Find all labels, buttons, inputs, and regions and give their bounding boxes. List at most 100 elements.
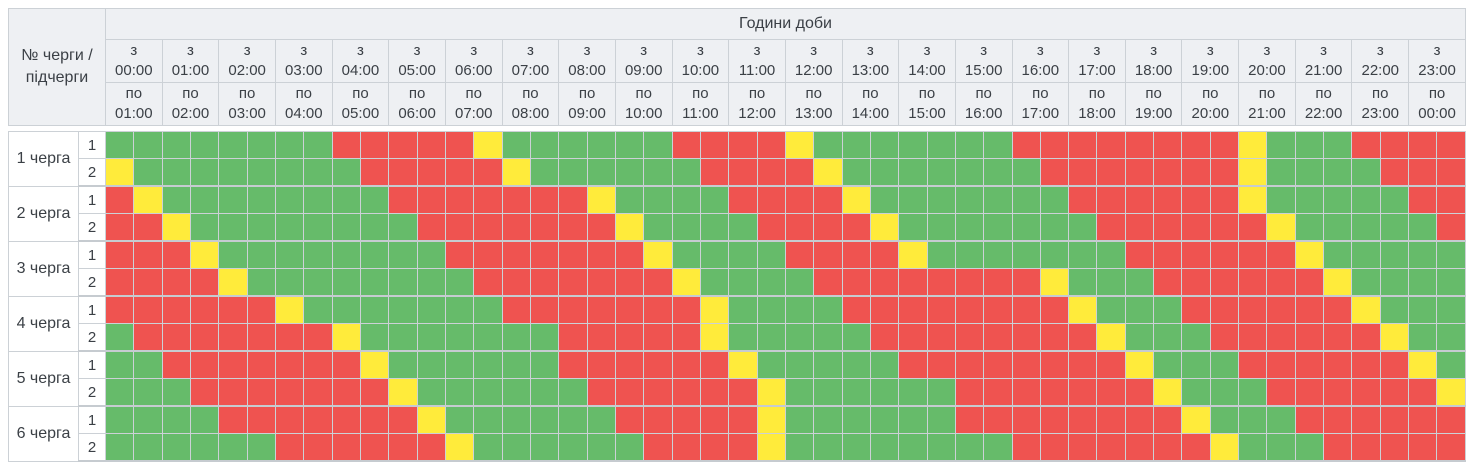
schedule-cell <box>274 405 305 434</box>
schedule-cell <box>1379 131 1410 159</box>
schedule-cell <box>133 268 163 297</box>
schedule-cell <box>841 295 871 324</box>
schedule-cell <box>1408 350 1438 379</box>
schedule-cell <box>1039 295 1070 324</box>
schedule-row: 6 черга 1 <box>8 405 1466 462</box>
schedule-cell <box>983 185 1013 214</box>
schedule-cell <box>756 158 786 187</box>
schedule-cell <box>586 295 616 324</box>
schedule-cell <box>898 240 928 269</box>
to-time: 22:00 <box>1304 105 1343 122</box>
schedule-cell <box>1323 433 1353 462</box>
time-col-from: з 18:00 <box>1124 39 1183 83</box>
schedule-cell <box>1238 378 1268 407</box>
schedule-cell <box>1408 433 1438 462</box>
schedule-cell <box>813 295 843 324</box>
schedule-cell <box>1153 240 1183 269</box>
from-time: 09:00 <box>624 62 663 79</box>
schedule-cell <box>274 131 305 159</box>
schedule-cell <box>1096 378 1126 407</box>
schedule-cell <box>1323 240 1353 269</box>
schedule-cell <box>189 158 220 187</box>
time-col-from: з 15:00 <box>954 39 1013 83</box>
schedule-cell <box>529 378 560 407</box>
schedule-row: 2 <box>9 378 1466 407</box>
time-col-from: з 09:00 <box>614 39 673 83</box>
schedule-cell <box>1351 295 1381 324</box>
schedule-cell <box>189 268 220 297</box>
schedule-cell <box>133 240 163 269</box>
queue-label: 5 черга <box>8 350 79 407</box>
schedule-cell <box>586 213 616 242</box>
schedule-cell <box>1294 405 1325 434</box>
schedule-cell <box>1153 295 1183 324</box>
schedule-cell <box>274 158 305 187</box>
time-col-from: з 02:00 <box>218 39 276 83</box>
to-prefix: по <box>862 85 879 102</box>
schedule-cell <box>1408 213 1438 242</box>
schedule-cell <box>1379 405 1410 434</box>
schedule-cell <box>1408 323 1438 352</box>
schedule-cell <box>1351 268 1381 297</box>
schedule-cell <box>1181 131 1211 159</box>
schedule-cell <box>133 378 163 407</box>
time-col-to: по 12:00 <box>728 82 786 126</box>
schedule-cell <box>161 378 191 407</box>
schedule-cell <box>614 350 645 379</box>
schedule-cell <box>869 185 900 214</box>
schedule-cell <box>1436 185 1466 214</box>
schedule-cell <box>529 213 560 242</box>
schedule-cell <box>699 323 730 352</box>
time-col-to: по 05:00 <box>331 82 390 126</box>
schedule-cell <box>1096 185 1126 214</box>
to-prefix: по <box>1032 85 1049 102</box>
schedule-cell <box>1011 268 1041 297</box>
schedule-cell <box>784 295 815 324</box>
schedule-cell <box>104 240 135 269</box>
schedule-cell <box>926 213 956 242</box>
schedule-cell <box>1294 433 1325 462</box>
from-time: 01:00 <box>171 62 210 79</box>
schedule-cell <box>1068 378 1098 407</box>
schedule-cell <box>161 433 191 462</box>
schedule-cell <box>671 185 701 214</box>
schedule-cell <box>274 350 305 379</box>
schedule-cell <box>444 158 475 187</box>
time-col-from: з 16:00 <box>1011 39 1070 83</box>
schedule-cell <box>274 323 305 352</box>
schedule-cell <box>359 378 390 407</box>
schedule-cell <box>1096 295 1126 324</box>
schedule-cell <box>501 350 531 379</box>
to-time: 10:00 <box>624 105 663 122</box>
schedule-cell <box>1209 185 1240 214</box>
schedule-cell <box>586 323 616 352</box>
schedule-cell <box>1181 295 1211 324</box>
schedule-cell <box>1436 378 1466 407</box>
schedule-cell <box>784 131 815 159</box>
schedule-cell <box>1238 323 1268 352</box>
to-time: 05:00 <box>341 105 380 122</box>
schedule-cell <box>416 350 446 379</box>
schedule-cell <box>444 240 475 269</box>
schedule-cell <box>529 240 560 269</box>
schedule-cell <box>898 350 928 379</box>
schedule-cell <box>1436 433 1466 462</box>
schedule-cell <box>274 268 305 297</box>
schedule-row: 5 черга 1 <box>8 350 1466 407</box>
schedule-cell <box>1096 405 1126 434</box>
schedule-cell <box>218 213 248 242</box>
schedule-cell <box>558 185 588 214</box>
from-time: 08:00 <box>568 62 606 79</box>
schedule-cell <box>1436 213 1466 242</box>
schedule-cell <box>1351 378 1381 407</box>
schedule-cell <box>869 323 900 352</box>
schedule-cell <box>813 433 843 462</box>
time-col-to: по 09:00 <box>558 82 616 126</box>
schedule-cell <box>1068 295 1098 324</box>
schedule-cell <box>1266 268 1296 297</box>
schedule-cell <box>1181 323 1211 352</box>
schedule-cell <box>1379 240 1410 269</box>
schedule-cell <box>671 268 701 297</box>
schedule-cell <box>1379 295 1410 324</box>
